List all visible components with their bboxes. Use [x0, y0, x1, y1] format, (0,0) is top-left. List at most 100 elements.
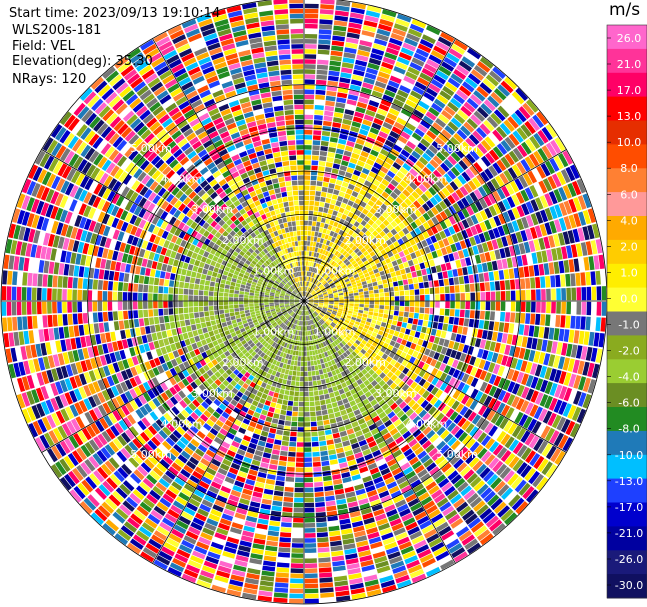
velocity-gate [376, 76, 389, 84]
velocity-gate [414, 209, 422, 218]
velocity-gate [339, 133, 348, 140]
velocity-gate [405, 361, 413, 370]
velocity-gate [309, 406, 316, 412]
velocity-gate [577, 360, 585, 375]
velocity-gate [437, 190, 447, 200]
velocity-gate [325, 434, 333, 440]
velocity-gate [336, 498, 347, 505]
velocity-gate [344, 47, 357, 54]
velocity-gate [367, 329, 373, 335]
velocity-gate [304, 225, 308, 231]
velocity-gate [305, 326, 307, 331]
velocity-gate [490, 301, 496, 311]
velocity-gate [315, 507, 326, 513]
velocity-gate [394, 342, 401, 349]
velocity-gate [322, 255, 327, 261]
velocity-gate [382, 472, 393, 481]
velocity-gate [315, 89, 326, 95]
velocity-gate [381, 178, 390, 187]
velocity-gate [382, 9, 397, 18]
velocity-gate [330, 283, 335, 288]
velocity-gate [464, 284, 470, 293]
velocity-gate [527, 418, 538, 432]
velocity-gate [364, 272, 370, 278]
velocity-gate [334, 301, 339, 303]
velocity-gate [327, 224, 333, 231]
velocity-gate [317, 364, 322, 370]
velocity-gate [304, 104, 314, 110]
velocity-gate [380, 274, 387, 280]
velocity-gate [354, 452, 363, 459]
velocity-gate [601, 301, 607, 316]
velocity-gate [433, 546, 447, 557]
velocity-gate [308, 298, 314, 300]
velocity-gate [393, 330, 400, 337]
velocity-gate [319, 271, 323, 276]
velocity-gate [455, 189, 465, 199]
velocity-gate [350, 388, 357, 395]
velocity-gate [332, 262, 338, 268]
velocity-gate [390, 374, 398, 382]
velocity-gate [497, 201, 507, 213]
velocity-gate [369, 467, 380, 475]
velocity-gate [354, 385, 362, 393]
velocity-gate [545, 464, 558, 478]
velocity-gate [490, 91, 503, 104]
velocity-gate [310, 175, 317, 181]
velocity-gate [306, 336, 308, 341]
velocity-gate [364, 352, 371, 358]
velocity-gate [366, 436, 375, 444]
velocity-gate [412, 318, 419, 325]
velocity-gate [337, 350, 343, 356]
velocity-gate [364, 237, 371, 244]
velocity-gate [395, 61, 408, 70]
velocity-gate [345, 37, 359, 44]
velocity-gate [300, 361, 304, 367]
velocity-gate [545, 275, 551, 288]
velocity-gate [535, 197, 544, 210]
velocity-gate [446, 52, 460, 64]
velocity-gate [368, 369, 375, 376]
velocity-gate [415, 187, 424, 196]
velocity-gate [337, 143, 346, 150]
velocity-gate [469, 496, 483, 508]
velocity-gate [329, 301, 334, 303]
velocity-gate [265, 545, 278, 552]
velocity-gate [567, 405, 577, 420]
velocity-gate [327, 271, 333, 276]
velocity-gate [330, 314, 335, 319]
velocity-gate [325, 312, 331, 316]
velocity-gate [327, 318, 333, 323]
velocity-gate [284, 420, 291, 426]
velocity-gate [578, 376, 587, 391]
velocity-gate [428, 350, 436, 358]
velocity-gate [420, 119, 431, 129]
velocity-gate [409, 330, 416, 337]
velocity-gate [325, 313, 330, 318]
velocity-gate [521, 336, 528, 348]
velocity-gate [551, 173, 562, 188]
velocity-gate [203, 332, 210, 339]
velocity-gate [344, 172, 353, 179]
velocity-gate [585, 346, 593, 361]
velocity-gate [358, 96, 369, 104]
velocity-gate [368, 326, 375, 332]
velocity-gate [349, 331, 355, 337]
velocity-gate [401, 322, 408, 328]
velocity-gate [558, 371, 567, 385]
velocity-gate [281, 517, 292, 523]
velocity-gate [368, 240, 374, 247]
velocity-gate [358, 358, 365, 365]
velocity-gate [478, 359, 486, 369]
velocity-gate [530, 313, 536, 325]
velocity-gate [420, 399, 429, 409]
velocity-gate [486, 240, 494, 251]
velocity-gate [304, 251, 307, 256]
velocity-gate [398, 222, 406, 230]
velocity-gate [364, 192, 373, 200]
velocity-gate [311, 165, 318, 171]
velocity-gate [318, 557, 331, 563]
velocity-gate [430, 386, 439, 396]
velocity-gate [390, 359, 397, 366]
velocity-gate [309, 261, 313, 267]
